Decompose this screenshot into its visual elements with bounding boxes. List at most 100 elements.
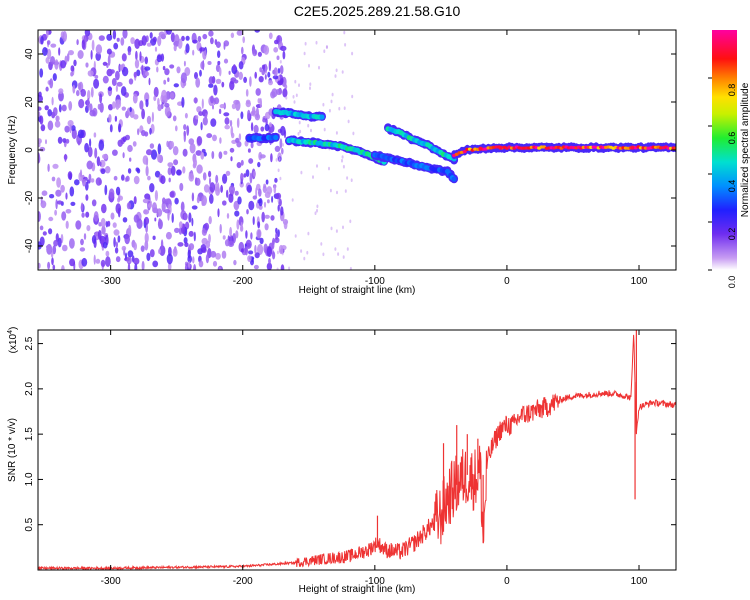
noise-blob	[97, 229, 102, 241]
spectrogram-y-label: Frequency (Hz)	[7, 116, 18, 185]
noise-blob	[113, 42, 119, 50]
noise-blob	[209, 177, 211, 185]
noise-blob	[136, 69, 141, 77]
noise-blob	[100, 259, 106, 267]
noise-blob	[39, 236, 45, 247]
noise-blob	[124, 234, 130, 245]
noise-blob	[226, 213, 230, 219]
noise-blob	[127, 144, 133, 153]
snr-y-axis: 0.5 1.0 1.5 2.0 2.5	[24, 336, 676, 532]
signal-core	[273, 134, 279, 141]
noise-blob	[307, 123, 310, 128]
noise-blob	[139, 51, 142, 62]
noise-blob	[39, 68, 44, 78]
spectrogram-x-axis: -300 -200 -100 0 100	[101, 30, 648, 287]
noise-blob	[277, 204, 280, 212]
noise-blob	[108, 104, 113, 111]
noise-blob	[253, 170, 256, 177]
noise-blob	[316, 208, 318, 213]
noise-blob	[93, 254, 96, 265]
noise-blob	[122, 217, 128, 223]
noise-blob	[273, 185, 277, 194]
noise-blob	[214, 183, 219, 192]
noise-blob	[314, 211, 317, 215]
colorbar-ticks: 0.0 0.2 0.4 0.6 0.8	[708, 77, 737, 288]
noise-blob	[266, 262, 273, 270]
noise-blob	[47, 48, 52, 60]
noise-blob	[268, 80, 273, 86]
noise-blob	[69, 186, 75, 197]
noise-blob	[222, 200, 227, 206]
noise-blob	[273, 47, 279, 53]
y-tick-label: 0	[24, 147, 35, 153]
noise-blob	[121, 174, 125, 181]
spectrogram-signal-layer	[245, 107, 676, 184]
noise-blob	[248, 250, 254, 255]
noise-blob	[240, 159, 244, 166]
noise-blob	[228, 70, 231, 75]
noise-blob	[151, 111, 154, 123]
noise-blob	[335, 131, 338, 135]
noise-blob	[262, 117, 267, 123]
noise-blob	[200, 61, 205, 70]
noise-blob	[117, 197, 121, 203]
noise-blob	[109, 124, 113, 133]
noise-blob	[54, 209, 57, 216]
noise-blob	[127, 250, 134, 258]
y-tick-label: -40	[24, 238, 35, 253]
noise-blob	[201, 200, 205, 206]
colorbar-label: Normalized spectral amplitude	[740, 82, 750, 217]
noise-blob	[143, 216, 150, 225]
noise-blob	[121, 106, 127, 111]
noise-blob	[45, 244, 52, 249]
noise-blob	[218, 108, 222, 114]
noise-blob	[226, 189, 229, 198]
noise-blob	[96, 156, 101, 167]
noise-blob	[276, 55, 280, 61]
noise-blob	[145, 99, 149, 108]
noise-blob	[188, 212, 192, 223]
noise-blob	[171, 213, 174, 223]
noise-blob	[252, 195, 257, 200]
noise-blob	[69, 238, 75, 249]
noise-blob	[233, 79, 239, 84]
noise-blob	[77, 82, 82, 90]
noise-blob	[46, 40, 51, 45]
noise-blob	[233, 259, 237, 266]
noise-blob	[249, 76, 252, 87]
noise-blob	[246, 184, 252, 193]
noise-blob	[230, 156, 233, 162]
noise-blob	[224, 117, 230, 125]
noise-blob	[224, 239, 230, 247]
noise-blob	[193, 97, 198, 104]
noise-blob	[177, 242, 184, 247]
noise-blob	[210, 250, 217, 258]
noise-blob	[95, 44, 103, 55]
noise-blob	[257, 221, 261, 229]
noise-blob	[330, 99, 333, 104]
noise-blob	[117, 99, 122, 109]
noise-blob	[236, 219, 240, 230]
noise-blob	[258, 76, 264, 83]
noise-blob	[334, 74, 337, 78]
noise-blob	[279, 60, 282, 64]
noise-blob	[145, 71, 150, 77]
noise-blob	[280, 206, 284, 216]
noise-blob	[150, 149, 158, 160]
noise-blob	[157, 143, 162, 155]
y-tick-label: -20	[24, 190, 35, 205]
noise-blob	[271, 239, 275, 250]
noise-blob	[39, 146, 46, 152]
noise-blob	[195, 77, 201, 88]
noise-blob	[352, 131, 355, 136]
noise-blob	[127, 168, 132, 174]
noise-blob	[174, 34, 180, 46]
noise-blob	[278, 74, 280, 79]
noise-blob	[99, 93, 103, 104]
noise-blob	[188, 173, 195, 182]
noise-blob	[163, 79, 167, 85]
noise-blob	[85, 194, 89, 201]
noise-blob	[217, 60, 221, 66]
noise-blob	[303, 256, 306, 261]
